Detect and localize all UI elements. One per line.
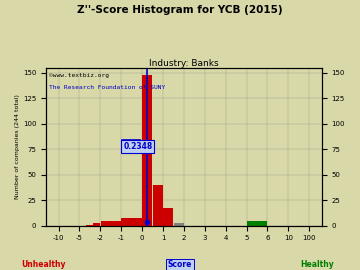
Text: Healthy: Healthy [300, 260, 334, 269]
Text: The Research Foundation of SUNY: The Research Foundation of SUNY [49, 85, 165, 90]
Text: Unhealthy: Unhealthy [21, 260, 66, 269]
Bar [86, 225, 93, 226]
Text: Z''-Score Histogram for YCB (2015): Z''-Score Histogram for YCB (2015) [77, 5, 283, 15]
Bar [94, 223, 100, 226]
Text: ©www.textbiz.org: ©www.textbiz.org [49, 73, 109, 78]
Bar [121, 218, 142, 226]
Y-axis label: Number of companies (244 total): Number of companies (244 total) [15, 94, 20, 199]
Bar [163, 208, 173, 226]
Title: Industry: Banks: Industry: Banks [149, 59, 219, 68]
Bar [100, 221, 121, 226]
Text: Score: Score [168, 260, 192, 269]
Text: 0.2348: 0.2348 [123, 142, 153, 151]
Bar [142, 75, 152, 226]
Bar [153, 185, 163, 226]
Bar [247, 221, 267, 226]
Bar [174, 223, 184, 226]
